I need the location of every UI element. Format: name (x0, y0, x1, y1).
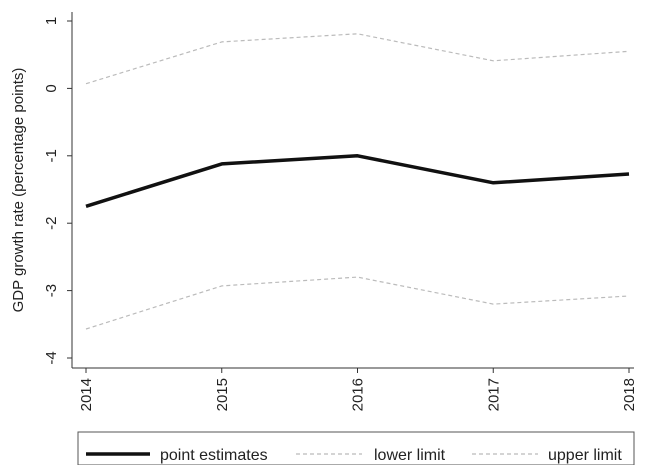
x-tick-label: 2016 (350, 378, 367, 411)
legend-label-point-estimates: point estimates (160, 447, 268, 464)
series-line-point-estimates (85, 154, 630, 208)
legend-box (77, 431, 635, 465)
y-axis-ticks: 1 0 -1 -2 -3 -4 (43, 17, 72, 365)
y-tick-label: 1 (43, 17, 60, 25)
legend-label-lower-limit: lower limit (374, 447, 446, 464)
x-tick-label: 2015 (214, 378, 231, 411)
series-layer (85, 33, 630, 330)
series-line-upper-limit (85, 33, 630, 85)
y-tick-label: -3 (43, 284, 60, 297)
x-tick-label: 2014 (78, 378, 95, 411)
legend: point estimates lower limit upper limit (77, 431, 635, 465)
x-axis-ticks: 2014 2015 2016 2017 2018 (78, 368, 638, 411)
x-tick-label: 2018 (621, 378, 638, 411)
x-tick-label: 2017 (485, 378, 502, 411)
y-axis-title: GDP growth rate (percentage points) (10, 68, 27, 313)
series-line-lower-limit (85, 276, 630, 330)
y-tick-label: -4 (43, 351, 60, 364)
y-tick-label: -1 (43, 149, 60, 162)
y-tick-label: 0 (43, 84, 60, 92)
y-tick-label: -2 (43, 217, 60, 230)
legend-label-upper-limit: upper limit (548, 447, 622, 464)
